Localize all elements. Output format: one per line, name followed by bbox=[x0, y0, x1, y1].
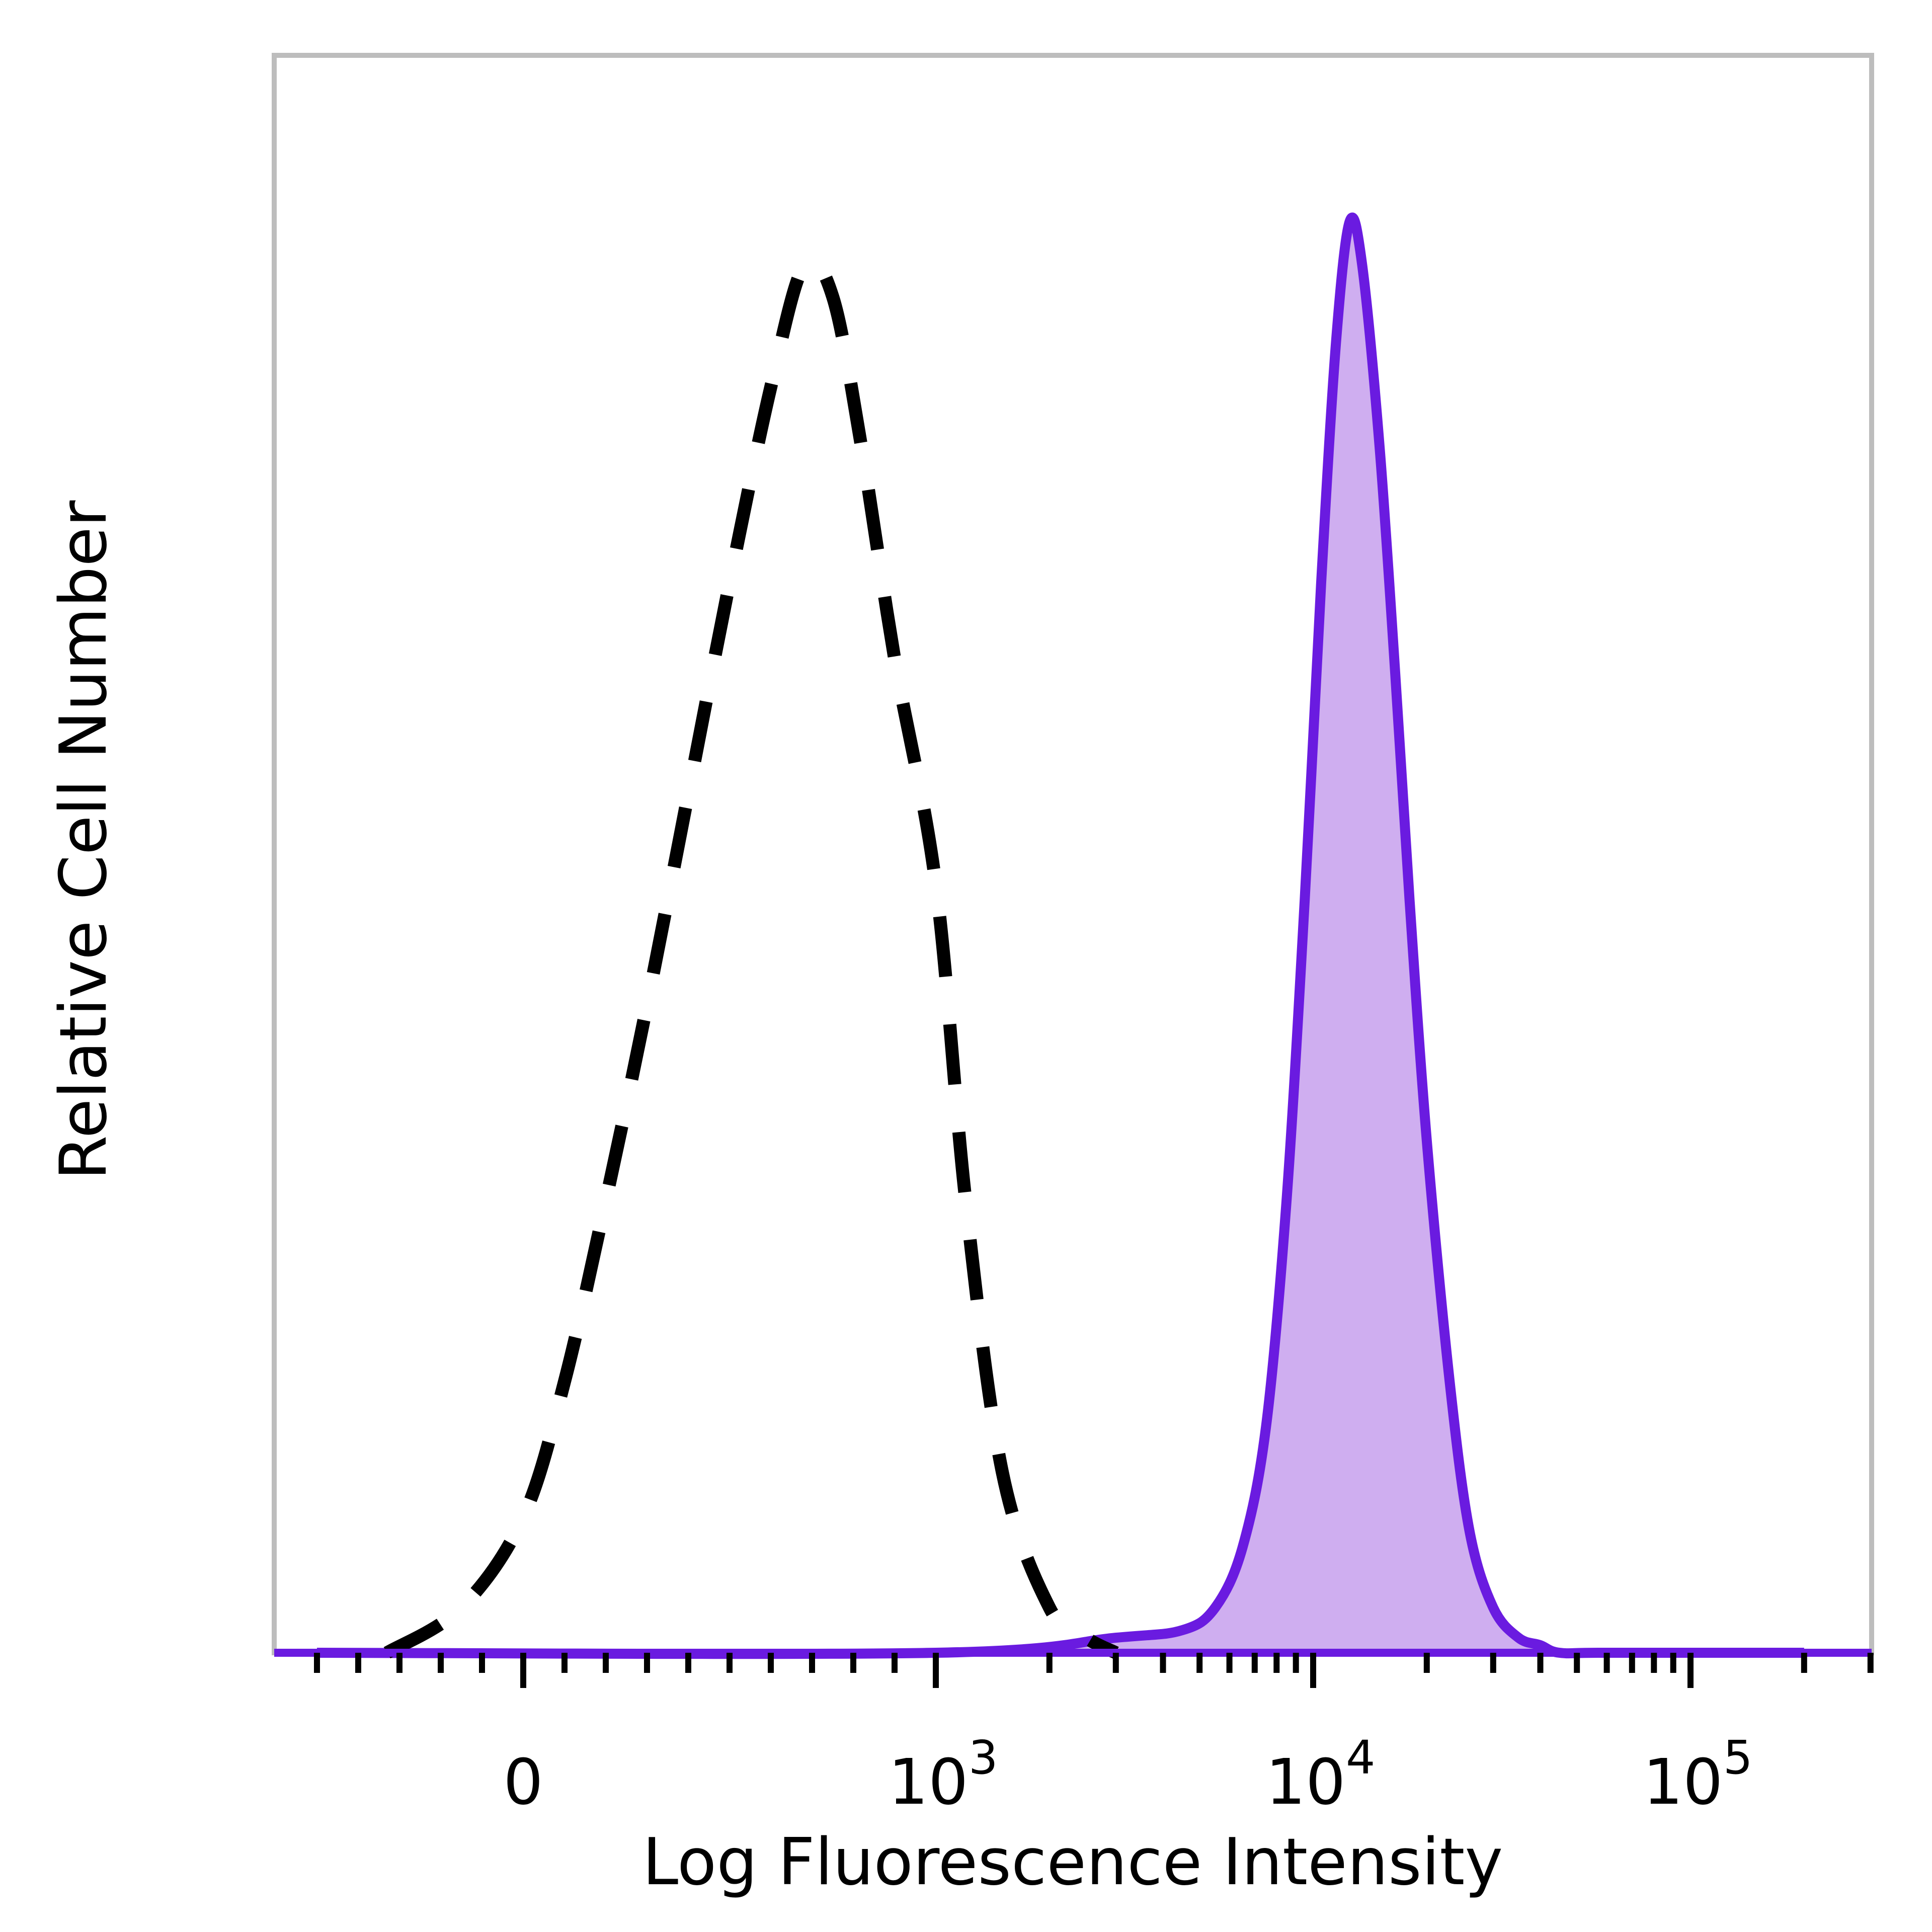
histogram-fill-solid bbox=[317, 217, 1804, 1654]
series-layer bbox=[316, 212, 1804, 1659]
plot-frame bbox=[272, 53, 1874, 1655]
histogram-line-dashed bbox=[383, 254, 1119, 1659]
x-tick-exponent: 3 bbox=[969, 1731, 998, 1785]
histogram-line-solid bbox=[316, 212, 1804, 1659]
x-tick-label: 10 bbox=[888, 1746, 968, 1819]
x-tick-exponent: 5 bbox=[1723, 1731, 1753, 1785]
x-tick-exponent: 4 bbox=[1346, 1731, 1376, 1785]
x-tick-label: 10 bbox=[1643, 1746, 1723, 1819]
y-axis-title: Relative Cell Number bbox=[46, 500, 121, 1180]
x-axis-title: Log Fluorescence Intensity bbox=[642, 1825, 1503, 1900]
x-tick-labels: 0 10 3 10 4 10 5 bbox=[503, 1731, 1752, 1819]
x-ticks bbox=[314, 1653, 1874, 1688]
x-tick-label: 10 bbox=[1265, 1746, 1345, 1819]
x-tick-label: 0 bbox=[503, 1746, 543, 1819]
